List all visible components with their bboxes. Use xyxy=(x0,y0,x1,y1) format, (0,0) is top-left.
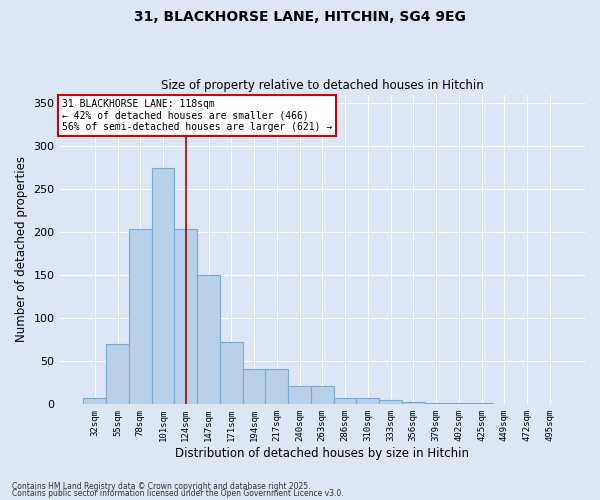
Bar xyxy=(129,229,152,404)
Bar xyxy=(334,398,356,404)
Bar xyxy=(152,168,175,404)
Bar xyxy=(379,400,402,404)
Bar xyxy=(288,386,311,404)
Bar xyxy=(356,398,379,404)
Text: 31, BLACKHORSE LANE, HITCHIN, SG4 9EG: 31, BLACKHORSE LANE, HITCHIN, SG4 9EG xyxy=(134,10,466,24)
Bar xyxy=(197,276,220,404)
Text: Contains HM Land Registry data © Crown copyright and database right 2025.: Contains HM Land Registry data © Crown c… xyxy=(12,482,311,491)
Bar xyxy=(175,229,197,404)
X-axis label: Distribution of detached houses by size in Hitchin: Distribution of detached houses by size … xyxy=(175,447,469,460)
Bar xyxy=(425,402,448,404)
Text: 31 BLACKHORSE LANE: 118sqm
← 42% of detached houses are smaller (466)
56% of sem: 31 BLACKHORSE LANE: 118sqm ← 42% of deta… xyxy=(62,99,332,132)
Bar xyxy=(265,369,288,404)
Text: Contains public sector information licensed under the Open Government Licence v3: Contains public sector information licen… xyxy=(12,489,344,498)
Bar xyxy=(220,342,242,404)
Bar xyxy=(83,398,106,404)
Bar xyxy=(402,402,425,404)
Bar xyxy=(311,386,334,404)
Bar xyxy=(106,344,129,405)
Bar xyxy=(242,369,265,404)
Y-axis label: Number of detached properties: Number of detached properties xyxy=(15,156,28,342)
Title: Size of property relative to detached houses in Hitchin: Size of property relative to detached ho… xyxy=(161,79,484,92)
